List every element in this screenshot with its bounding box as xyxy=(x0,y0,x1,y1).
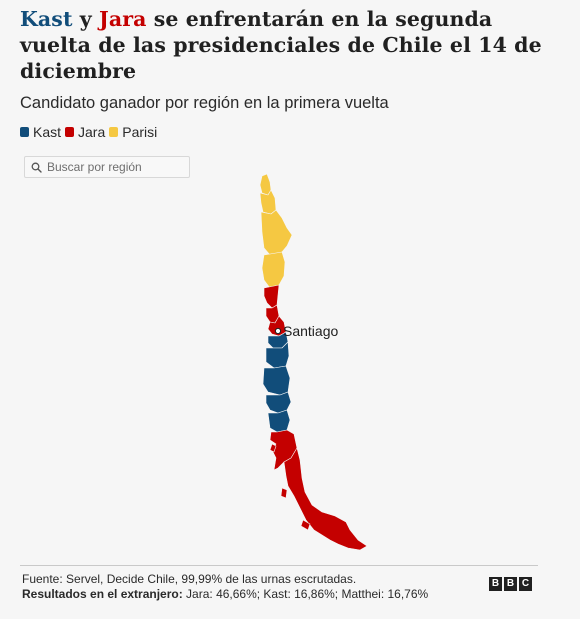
source-note: Fuente: Servel, Decide Chile, 99,99% de … xyxy=(22,572,357,586)
bbc-logo-letter: C xyxy=(519,577,532,591)
map-region-coquimbo[interactable] xyxy=(263,284,280,309)
abroad-results-values: Jara: 46,66%; Kast: 16,86%; Matthei: 16,… xyxy=(182,587,429,601)
headline-jara: Jara xyxy=(99,7,147,31)
headline-kast: Kast xyxy=(20,7,73,31)
legend: Kast Jara Parisi xyxy=(20,123,161,141)
headline: Kast y Jara se enfrentarán en la segunda… xyxy=(20,6,560,84)
legend-swatch-kast xyxy=(20,127,29,137)
map-region-nuble-biobio[interactable] xyxy=(262,365,291,396)
bbc-logo: B B C xyxy=(489,577,534,591)
legend-item-kast: Kast xyxy=(20,123,61,141)
bbc-logo-letter: B xyxy=(504,577,517,591)
legend-swatch-parisi xyxy=(109,127,119,137)
legend-swatch-jara xyxy=(65,127,75,137)
search-input[interactable] xyxy=(47,160,185,174)
legend-item-jara: Jara xyxy=(65,123,105,141)
subtitle: Candidato ganador por región en la prime… xyxy=(20,94,389,112)
legend-item-parisi: Parisi xyxy=(109,123,157,141)
map-region-arica[interactable] xyxy=(259,173,272,196)
legend-label-jara: Jara xyxy=(78,124,106,140)
bbc-logo-letter: B xyxy=(489,577,502,591)
map-region-atacama[interactable] xyxy=(261,251,286,289)
map-region-aysen-magallanes[interactable] xyxy=(283,447,368,551)
city-label-santiago: Santiago xyxy=(283,323,339,339)
headline-connector: y xyxy=(72,7,100,31)
legend-label-parisi: Parisi xyxy=(122,124,158,140)
search-icon xyxy=(31,162,42,173)
legend-label-kast: Kast xyxy=(33,124,62,140)
footer-divider xyxy=(20,565,538,566)
abroad-results: Resultados en el extranjero: Jara: 46,66… xyxy=(22,586,428,602)
map-region-maule[interactable] xyxy=(265,341,290,369)
map-islands-aysen xyxy=(280,487,288,499)
headline-rest: se enfrentarán en la segunda vuelta de l… xyxy=(20,7,542,83)
map-region-antofagasta[interactable] xyxy=(260,209,293,256)
region-search[interactable] xyxy=(24,156,190,178)
map-region-los-rios[interactable] xyxy=(267,409,291,433)
abroad-results-label: Resultados en el extranjero: xyxy=(22,587,183,601)
